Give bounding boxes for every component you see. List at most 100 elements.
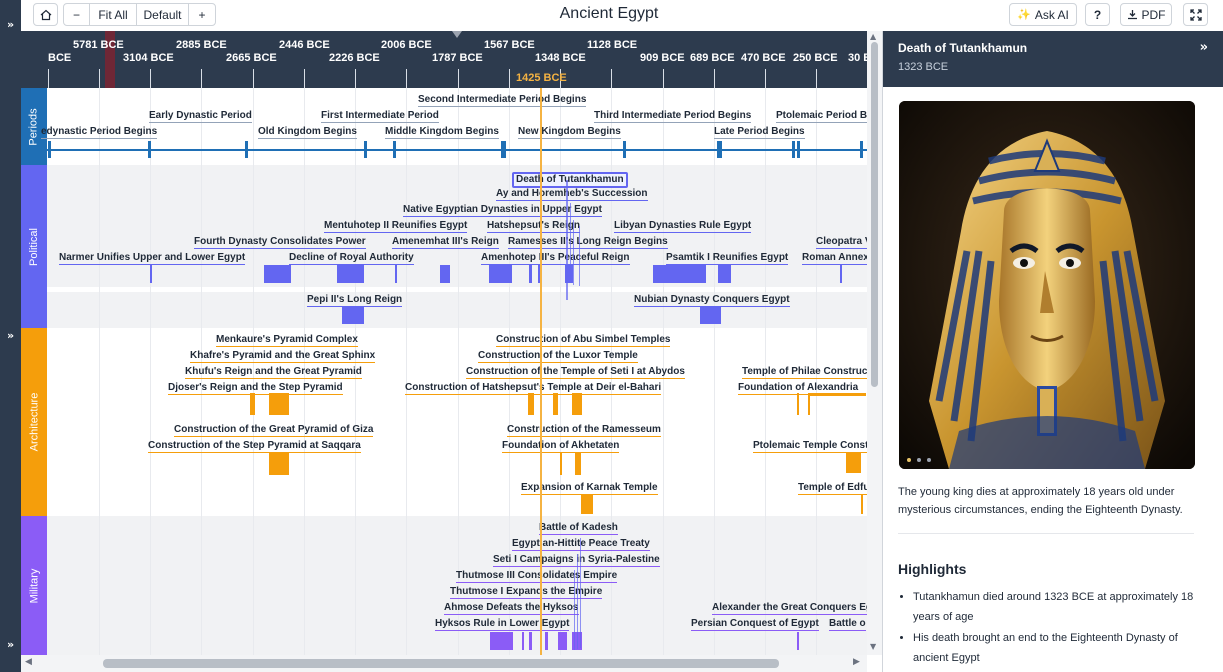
vertical-scroll-thumb[interactable] bbox=[871, 42, 878, 387]
architecture-event[interactable]: Construction of the Great Pyramid of Giz… bbox=[174, 424, 374, 437]
period-marker[interactable] bbox=[503, 141, 506, 158]
collapse-panel-icon[interactable]: » bbox=[1199, 40, 1208, 55]
category-military[interactable]: Military bbox=[21, 516, 47, 655]
political-event[interactable]: Psamtik I Reunifies Egypt bbox=[666, 252, 789, 265]
position-marker[interactable] bbox=[452, 31, 462, 38]
scroll-up-icon[interactable]: ▲ bbox=[870, 32, 877, 41]
architecture-bar[interactable] bbox=[560, 453, 562, 475]
military-event[interactable]: Persian Conquest of Egypt bbox=[691, 618, 819, 631]
architecture-bar[interactable] bbox=[808, 393, 810, 415]
periods-event[interactable]: Ptolemaic Period Be bbox=[776, 110, 867, 123]
period-marker[interactable] bbox=[48, 141, 51, 158]
architecture-bar[interactable] bbox=[528, 393, 534, 415]
scroll-right-icon[interactable]: ▶ bbox=[853, 657, 860, 667]
political-bar[interactable] bbox=[840, 265, 842, 283]
architecture-event[interactable]: Construction of Abu Simbel Temples bbox=[496, 334, 671, 347]
periods-event[interactable]: Second Intermediate Period Begins bbox=[418, 94, 587, 107]
periods-event[interactable]: edynastic Period Begins bbox=[41, 126, 158, 139]
architecture-event[interactable]: Ptolemaic Temple Const bbox=[753, 440, 867, 453]
fit-all-button[interactable]: Fit All bbox=[90, 4, 137, 25]
home-button[interactable] bbox=[33, 3, 58, 26]
political-event[interactable]: Ramesses II's Long Reign Begins bbox=[508, 236, 668, 249]
help-button[interactable]: ? bbox=[1085, 3, 1110, 26]
political-event[interactable]: Mentuhotep II Reunifies Egypt bbox=[324, 220, 468, 233]
political-bar[interactable] bbox=[529, 265, 532, 283]
period-marker[interactable] bbox=[364, 141, 367, 158]
military-event[interactable]: Thutmose I Expands the Empire bbox=[450, 586, 603, 599]
period-marker[interactable] bbox=[860, 141, 863, 158]
periods-event[interactable]: Third Intermediate Period Begins bbox=[594, 110, 752, 123]
category-architecture[interactable]: Architecture bbox=[21, 328, 47, 516]
period-marker[interactable] bbox=[393, 141, 396, 158]
horizontal-scrollbar[interactable]: ◀ ▶ bbox=[21, 655, 867, 672]
political-bar[interactable] bbox=[440, 265, 450, 283]
periods-event[interactable]: Late Period Begins bbox=[714, 126, 805, 139]
architecture-event[interactable]: Construction of the Step Pyramid at Saqq… bbox=[148, 440, 361, 453]
military-event[interactable]: Ahmose Defeats the Hyksos bbox=[444, 602, 579, 615]
architecture-event[interactable]: Construction of the Luxor Temple bbox=[478, 350, 638, 363]
period-marker[interactable] bbox=[501, 141, 504, 158]
military-event[interactable]: Seti I Campaigns in Syria-Palestine bbox=[493, 554, 660, 567]
period-marker[interactable] bbox=[719, 141, 722, 158]
architecture-bar[interactable] bbox=[269, 453, 289, 475]
architecture-event[interactable]: Foundation of Akhetaten bbox=[502, 440, 620, 453]
architecture-event[interactable]: Khufu's Reign and the Great Pyramid bbox=[185, 366, 362, 379]
political-bar[interactable] bbox=[653, 265, 706, 283]
periods-event[interactable]: New Kingdom Begins bbox=[518, 126, 621, 139]
political-event[interactable]: Amenhotep III's Peaceful Reign bbox=[481, 252, 630, 265]
horizontal-scroll-thumb[interactable] bbox=[103, 659, 779, 668]
political-event[interactable]: Decline of Royal Authority bbox=[289, 252, 414, 265]
military-bar[interactable] bbox=[529, 632, 532, 650]
political-bar[interactable] bbox=[538, 265, 540, 283]
periods-event[interactable]: Early Dynastic Period bbox=[149, 110, 252, 123]
architecture-bar[interactable] bbox=[575, 453, 581, 475]
architecture-bar[interactable] bbox=[269, 393, 289, 415]
military-event[interactable]: Battle of Kadesh bbox=[539, 522, 618, 535]
architecture-bar[interactable] bbox=[572, 393, 582, 415]
military-event[interactable]: Alexander the Great Conquers Eg bbox=[712, 602, 867, 615]
default-button[interactable]: Default bbox=[137, 4, 189, 25]
political-event[interactable]: Fourth Dynasty Consolidates Power bbox=[194, 236, 366, 249]
fullscreen-button[interactable] bbox=[1183, 3, 1208, 26]
military-bar[interactable] bbox=[522, 632, 524, 650]
architecture-event[interactable]: Construction of the Ramesseum bbox=[507, 424, 661, 437]
architecture-bar[interactable] bbox=[250, 393, 255, 415]
architecture-event[interactable]: Temple of Philae Construct bbox=[742, 366, 867, 379]
political-event[interactable]: Death of Tutankhamun bbox=[512, 172, 628, 188]
political-event[interactable]: Roman Annex bbox=[802, 252, 867, 265]
political-bar[interactable] bbox=[489, 265, 512, 283]
vertical-scrollbar[interactable]: ▲ ▼ bbox=[867, 31, 882, 655]
architecture-bar[interactable] bbox=[797, 393, 799, 415]
political-bar[interactable] bbox=[700, 306, 721, 324]
periods-event[interactable]: Old Kingdom Begins bbox=[258, 126, 357, 139]
period-marker[interactable] bbox=[797, 141, 800, 158]
political-event[interactable]: Ay and Horemheb's Succession bbox=[496, 188, 648, 201]
political-event[interactable]: Hatshepsut's Reign bbox=[487, 220, 580, 233]
zoom-in-button[interactable]: + bbox=[198, 7, 206, 22]
political-event[interactable]: Cleopatra V bbox=[816, 236, 867, 249]
military-bar[interactable] bbox=[797, 632, 799, 650]
architecture-bar[interactable] bbox=[581, 494, 593, 514]
pdf-button[interactable]: PDF bbox=[1120, 3, 1172, 26]
category-political[interactable]: Political bbox=[21, 165, 47, 328]
political-event[interactable]: Amenemhat III's Reign bbox=[392, 236, 499, 249]
architecture-event[interactable]: Construction of the Temple of Seti I at … bbox=[466, 366, 685, 379]
architecture-bar[interactable] bbox=[861, 494, 863, 514]
time-ruler[interactable]: 5781 BCE 2885 BCE 2446 BCE 2006 BCE 1567 BCE… bbox=[21, 31, 882, 88]
architecture-event[interactable]: Khafre's Pyramid and the Great Sphinx bbox=[190, 350, 376, 363]
military-event[interactable]: Battle o bbox=[829, 618, 866, 631]
period-marker[interactable] bbox=[148, 141, 151, 158]
expand-middle-icon[interactable]: » bbox=[6, 329, 15, 342]
political-bar[interactable] bbox=[565, 265, 573, 283]
timeline-canvas[interactable]: Periods Political Architecture Military … bbox=[21, 88, 867, 655]
category-periods[interactable]: Periods bbox=[21, 88, 47, 165]
periods-event[interactable]: Middle Kingdom Begins bbox=[385, 126, 499, 139]
ask-ai-button[interactable]: ✨ Ask AI bbox=[1009, 3, 1077, 26]
scroll-left-icon[interactable]: ◀ bbox=[25, 657, 32, 667]
current-time-cursor[interactable] bbox=[540, 88, 542, 655]
political-event[interactable]: Libyan Dynasties Rule Egypt bbox=[614, 220, 752, 233]
architecture-bar[interactable] bbox=[553, 393, 558, 415]
military-bar[interactable] bbox=[545, 632, 548, 650]
expand-top-icon[interactable]: » bbox=[6, 18, 15, 31]
political-bar[interactable] bbox=[264, 265, 291, 283]
